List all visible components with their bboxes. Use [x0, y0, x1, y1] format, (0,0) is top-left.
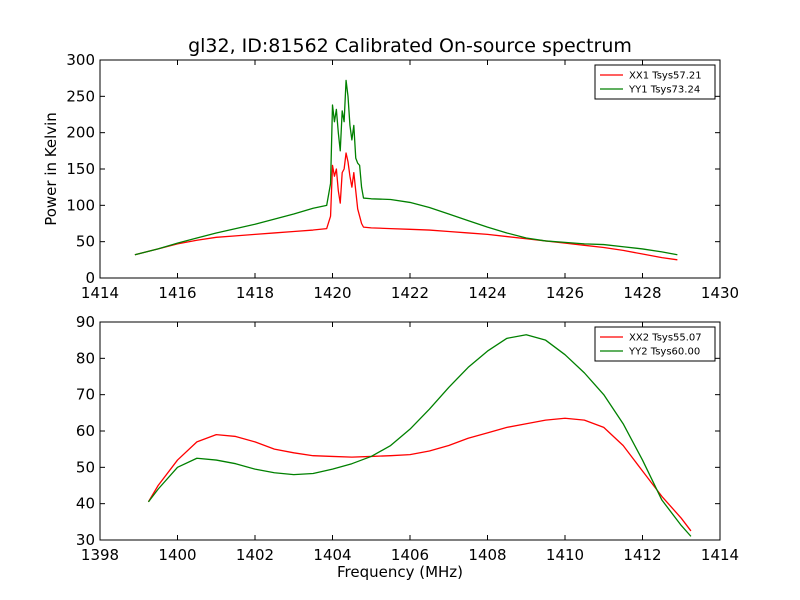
- bottom-panel: 1398 1400 1402 1404 1406 1408 1410 1412 1414 30 40…: [76, 313, 739, 581]
- bottom-y-tick-label: 50: [76, 458, 95, 476]
- top-y-tick-label: 250: [66, 87, 95, 105]
- bottom-x-axis-label: Frequency (MHz): [337, 563, 463, 581]
- top-legend-label-1: XX1 Tsys57.21: [629, 71, 702, 82]
- top-legend-box: [594, 64, 716, 100]
- bottom-series-2-line: [147, 334, 692, 537]
- top-x-tick-label: 1422: [391, 284, 429, 302]
- top-y-tick-label: 100: [66, 196, 95, 214]
- bottom-x-tick-label: 1406: [391, 546, 429, 564]
- top-x-tick-label: 1424: [468, 284, 506, 302]
- bottom-series-1-line: [147, 417, 692, 532]
- top-x-tick-label: 1416: [158, 284, 196, 302]
- bottom-legend-label-1: XX2 Tsys55.07: [629, 333, 702, 344]
- top-x-tick-label: 1418: [236, 284, 274, 302]
- top-x-tick-label: 1420: [313, 284, 351, 302]
- bottom-legend-label-2: YY2 Tsys60.00: [628, 347, 700, 358]
- bottom-y-tick-label: 90: [76, 313, 95, 331]
- top-legend-label-2: YY1 Tsys73.24: [628, 85, 700, 96]
- bottom-x-tick-label: 1412: [623, 546, 661, 564]
- bottom-x-tick-label: 1408: [468, 546, 506, 564]
- top-series-2-line: [134, 79, 678, 256]
- top-y-tick-label: 0: [85, 269, 95, 287]
- bottom-x-tick-label: 1402: [236, 546, 274, 564]
- figure-title: gl32, ID:81562 Calibrated On-source spec…: [188, 35, 632, 57]
- top-y-axis-label: Power in Kelvin: [42, 112, 60, 226]
- top-x-tick-label: 1428: [623, 284, 661, 302]
- bottom-y-tick-label: 70: [76, 386, 95, 404]
- bottom-legend-box: [594, 326, 716, 362]
- top-x-tick-label: 1426: [546, 284, 584, 302]
- bottom-x-tick-label: 1398: [81, 546, 119, 564]
- bottom-x-tick-label: 1414: [701, 546, 739, 564]
- bottom-x-tick-label: 1404: [313, 546, 351, 564]
- top-y-tick-label: 300: [66, 51, 95, 69]
- top-y-tick-label: 150: [66, 160, 95, 178]
- top-legend: XX1 Tsys57.21 YY1 Tsys73.24: [594, 64, 716, 100]
- bottom-y-tick-label: 30: [76, 531, 95, 549]
- top-x-tick-label: 1430: [701, 284, 739, 302]
- bottom-x-tick-label: 1410: [546, 546, 584, 564]
- bottom-y-tick-label: 40: [76, 495, 95, 513]
- bottom-legend: XX2 Tsys55.07 YY2 Tsys60.00: [594, 326, 716, 362]
- bottom-y-tick-label: 80: [76, 349, 95, 367]
- top-x-tick-label: 1414: [81, 284, 119, 302]
- bottom-x-tick-label: 1400: [158, 546, 196, 564]
- bottom-y-tick-label: 60: [76, 422, 95, 440]
- top-panel: 1414 1416 1418 1420 1422 1424 1426 1428 1430 0 50 1…: [42, 51, 739, 302]
- top-y-tick-label: 50: [76, 233, 95, 251]
- top-y-tick-label: 200: [66, 124, 95, 142]
